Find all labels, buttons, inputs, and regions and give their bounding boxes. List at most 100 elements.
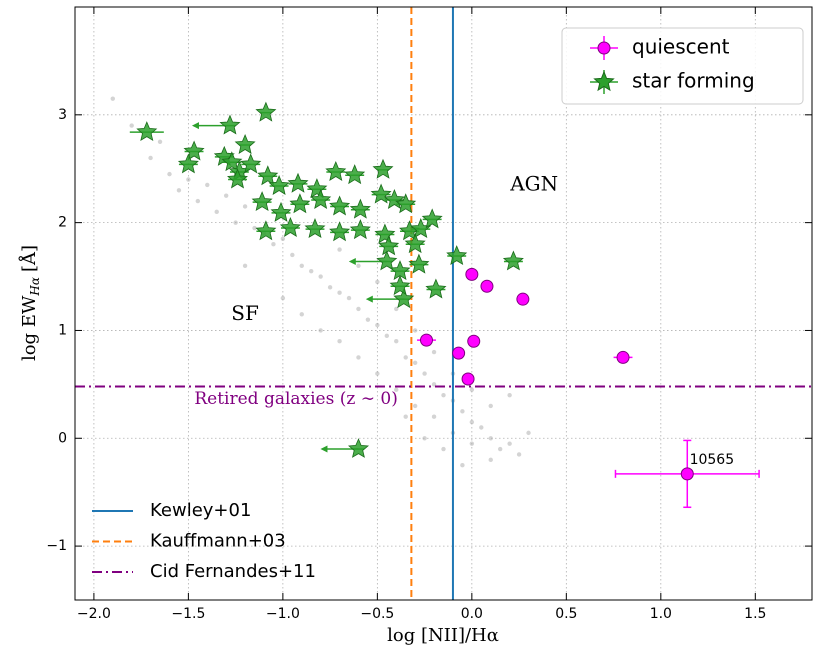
background-point — [403, 355, 408, 360]
limit-arrowhead — [191, 122, 199, 130]
background-point — [431, 349, 437, 355]
background-point — [469, 387, 475, 392]
star-marker — [304, 218, 326, 239]
x-tick-label: −2.0 — [77, 606, 111, 622]
star-marker — [177, 153, 199, 174]
y-tick-label: 3 — [58, 107, 67, 123]
background-point — [214, 209, 219, 215]
background-point — [441, 446, 446, 452]
star-marker — [372, 158, 394, 179]
star-marker — [251, 191, 273, 212]
background-point — [337, 339, 342, 344]
x-tick-label: 0.5 — [555, 606, 577, 622]
star-marker — [349, 198, 371, 219]
x-axis-label: log [NII]/Hα — [387, 625, 499, 646]
background-point — [337, 290, 342, 295]
background-point — [384, 333, 390, 339]
background-point — [280, 295, 286, 301]
legend-label: star forming — [632, 69, 755, 93]
legend-box — [561, 27, 804, 105]
star-marker — [389, 275, 411, 296]
background-point — [233, 220, 238, 225]
x-tick-label: −0.5 — [360, 606, 394, 622]
star-marker — [376, 250, 398, 271]
y-tick-label: −1 — [46, 538, 67, 554]
background-point — [176, 188, 182, 193]
background-point — [271, 242, 276, 247]
background-point — [280, 236, 286, 242]
limit-arrowhead — [320, 445, 328, 453]
star-marker — [279, 216, 301, 237]
background-point — [497, 446, 503, 452]
background-point — [394, 339, 399, 344]
background-point — [356, 355, 361, 360]
circle-marker — [465, 267, 479, 281]
legend-label: Cid Fernandes+11 — [150, 561, 316, 582]
background-point — [469, 441, 475, 446]
background-point — [365, 317, 371, 322]
background-point — [290, 252, 295, 258]
background-point — [460, 463, 465, 468]
background-point — [422, 436, 427, 441]
star-marker — [221, 151, 243, 172]
background-point — [507, 441, 512, 446]
x-tick-label: −1.0 — [266, 606, 300, 622]
star-marker — [270, 201, 292, 222]
background-point — [242, 204, 248, 209]
background-point — [394, 306, 399, 312]
legend-marker — [593, 70, 615, 92]
background-point — [412, 360, 418, 365]
background-point — [488, 436, 493, 441]
star-marker — [425, 278, 447, 299]
background-point — [110, 96, 115, 101]
circle-marker — [616, 350, 630, 364]
star-marker — [329, 195, 351, 216]
star-marker — [502, 250, 524, 271]
y-tick-label: 0 — [58, 430, 67, 446]
y-tick-label: 2 — [58, 215, 67, 231]
background-point — [205, 182, 210, 188]
background-point — [327, 285, 333, 290]
circle-marker — [680, 467, 694, 481]
plot-area — [75, 7, 812, 600]
background-point — [375, 279, 380, 285]
background-point — [403, 414, 408, 419]
x-tick-label: −1.5 — [171, 606, 205, 622]
background-point — [356, 263, 361, 268]
star-marker — [329, 221, 351, 242]
background-point — [167, 171, 172, 177]
star-marker — [383, 188, 405, 209]
circle-marker — [452, 346, 466, 360]
background-point — [441, 392, 446, 398]
star-marker — [348, 438, 370, 458]
background-point — [148, 155, 153, 161]
x-tick-label: 0.0 — [461, 606, 483, 622]
y-axis-label: log EWHα [Å] — [18, 245, 42, 361]
limit-arrowhead — [348, 257, 356, 265]
background-point — [488, 403, 493, 409]
y-label-sub: Hα — [28, 277, 42, 297]
background-point — [318, 274, 323, 279]
circle-marker — [480, 279, 494, 293]
star-marker — [421, 208, 443, 229]
y-label-unit: [Å] — [18, 245, 40, 272]
star-marker — [183, 140, 205, 161]
star-marker — [240, 153, 262, 174]
background-point — [375, 322, 380, 328]
background-point — [431, 414, 437, 419]
star-marker — [234, 133, 256, 154]
annotation: SF — [231, 301, 259, 325]
background-point — [422, 371, 427, 376]
star-marker — [136, 121, 158, 142]
background-point — [479, 425, 484, 430]
legend-label: Kewley+01 — [150, 500, 251, 521]
background-point — [460, 409, 465, 414]
circle-marker — [461, 372, 475, 386]
background-point — [516, 452, 522, 457]
x-tick-label: 1.5 — [744, 606, 766, 622]
background-point — [309, 268, 314, 274]
background-point — [375, 371, 380, 376]
background-point — [252, 225, 257, 231]
background-point — [431, 382, 437, 387]
